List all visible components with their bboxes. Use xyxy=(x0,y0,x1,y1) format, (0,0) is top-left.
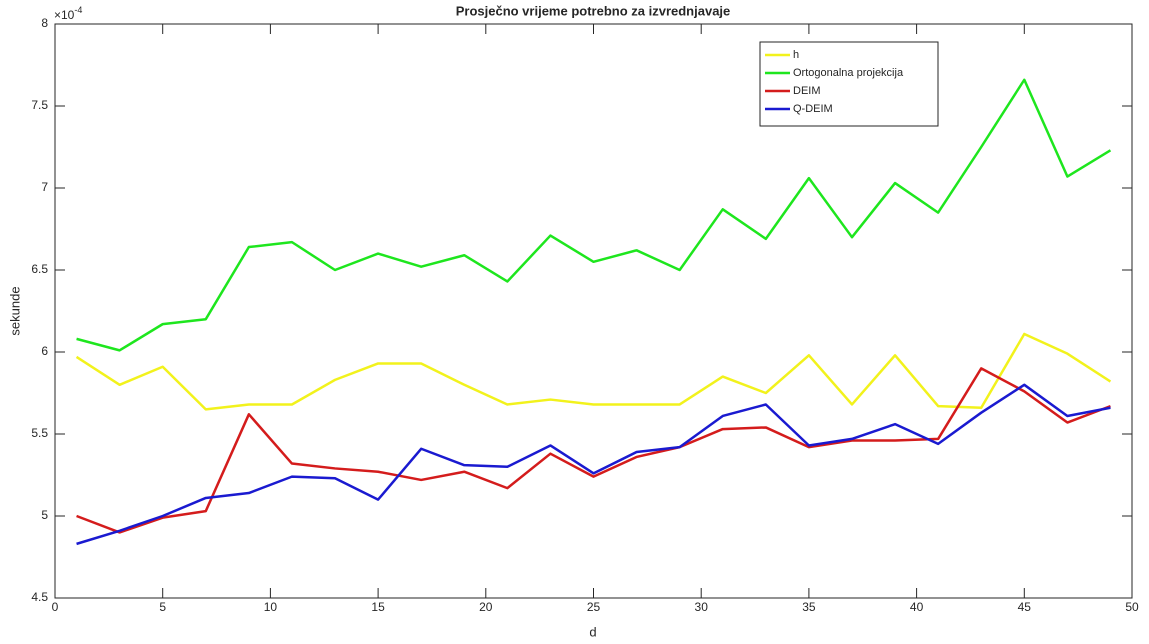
y-axis-label: sekunde xyxy=(7,286,22,335)
x-tick-label: 40 xyxy=(910,600,924,614)
y-tick-label: 5.5 xyxy=(31,426,48,440)
plot-area xyxy=(55,24,1132,598)
x-tick-label: 35 xyxy=(802,600,816,614)
legend-label: DEIM xyxy=(793,85,821,97)
y-tick-label: 8 xyxy=(41,16,48,30)
x-tick-label: 10 xyxy=(264,600,278,614)
y-tick-label: 6 xyxy=(41,344,48,358)
y-tick-label: 7.5 xyxy=(31,98,48,112)
series-line xyxy=(75,332,1112,411)
y-exponent-base: ×10 xyxy=(54,8,75,22)
chart-title: Prosječno vrijeme potrebno za izvrednjav… xyxy=(456,3,731,18)
series-line xyxy=(76,78,1112,352)
x-tick-label: 0 xyxy=(52,600,59,614)
x-tick-label: 50 xyxy=(1125,600,1139,614)
y-tick-label: 5 xyxy=(41,508,48,522)
x-tick-label: 30 xyxy=(695,600,709,614)
x-tick-label: 45 xyxy=(1018,600,1032,614)
y-tick-label: 4.5 xyxy=(31,590,48,604)
y-exponent-power: -4 xyxy=(74,5,82,15)
y-tick-label: 7 xyxy=(41,180,48,194)
legend-label: Ortogonalna projekcija xyxy=(793,67,904,79)
series-line xyxy=(76,383,1111,546)
series-line xyxy=(76,367,1111,534)
x-tick-label: 25 xyxy=(587,600,601,614)
x-axis-label: d xyxy=(589,624,596,639)
legend-label: Q-DEIM xyxy=(793,103,833,115)
x-tick-label: 15 xyxy=(371,600,385,614)
y-tick-label: 6.5 xyxy=(31,262,48,276)
y-exponent: ×10-4 xyxy=(54,5,82,22)
x-tick-label: 20 xyxy=(479,600,493,614)
legend-label: h xyxy=(793,49,799,61)
x-tick-label: 5 xyxy=(159,600,166,614)
axes-box xyxy=(54,23,1133,599)
